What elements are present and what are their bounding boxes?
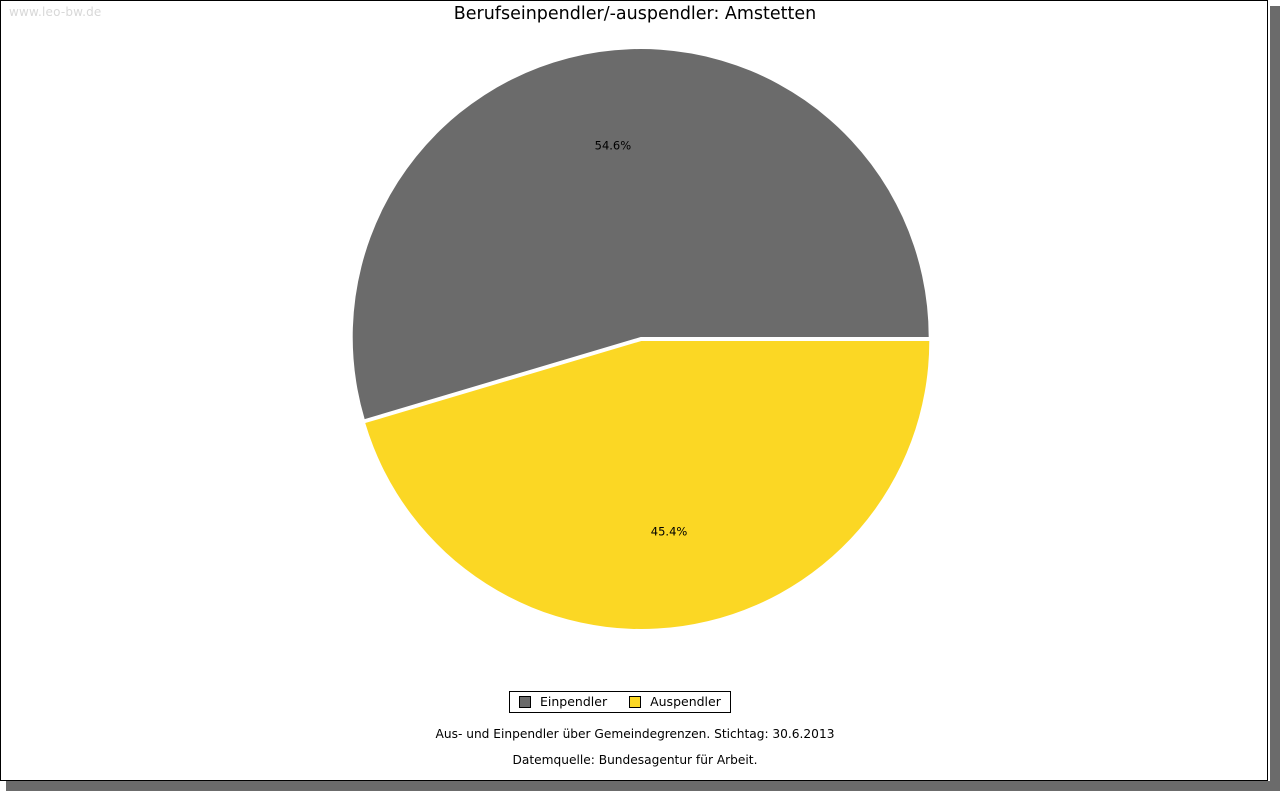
legend-item-einpendler[interactable]: Einpendler (519, 693, 608, 709)
pie-slice[interactable] (365, 340, 930, 629)
pie-label-group: 54.6% 45.4% (595, 139, 688, 539)
square-swatch-icon (629, 696, 642, 708)
legend-item-label: Auspendler (650, 693, 721, 709)
watermark-text: www.leo-bw.de (9, 5, 102, 19)
legend-item-auspendler[interactable]: Auspendler (629, 693, 721, 709)
footnote-data-source: Datemquelle: Bundesagentur für Arbeit. (512, 753, 758, 767)
pie-slice-label: 54.6% (595, 139, 632, 153)
pie-chart: 54.6% 45.4% (341, 39, 941, 639)
pie-slice-label: 45.4% (651, 524, 688, 538)
chart-canvas: www.leo-bw.de Berufseinpendler/-auspendl… (0, 0, 1268, 781)
page-title: Berufseinpendler/-auspendler: Amstetten (453, 4, 817, 24)
footnote-source-note: Aus- und Einpendler über Gemeindegrenzen… (435, 727, 835, 741)
square-swatch-icon (519, 696, 531, 708)
chart-legend: Einpendler Auspendler (509, 691, 731, 713)
pie-slice[interactable] (352, 49, 929, 420)
legend-item-label: Einpendler (540, 693, 608, 709)
page-shadow-bottom (6, 781, 1280, 791)
pie-chart-svg: 54.6% 45.4% (352, 49, 930, 629)
pie-slice-group (352, 49, 930, 629)
page-shadow-right (1270, 6, 1280, 791)
